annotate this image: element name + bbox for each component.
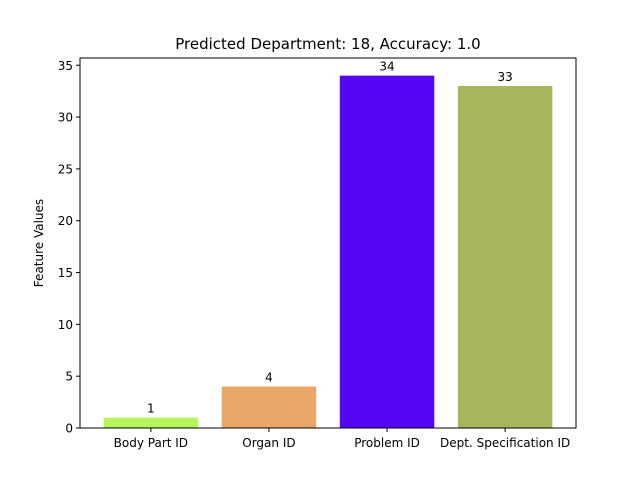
bar-value-label-1: 4	[265, 371, 273, 385]
y-tick-label-6: 30	[58, 111, 73, 125]
y-tick-label-5: 25	[58, 162, 73, 176]
bar-value-label-3: 33	[497, 70, 512, 84]
y-axis-ticks: 0 5 10 15 20 25 30 35	[58, 59, 80, 436]
plot-area-frame	[79, 57, 577, 429]
x-tick-label-1: Organ ID	[242, 436, 295, 450]
bar-value-label-2: 34	[379, 60, 394, 74]
bars-group	[103, 75, 553, 429]
y-tick-label-7: 35	[58, 59, 73, 73]
bar-value-label-0: 1	[147, 402, 155, 416]
y-tick-label-0: 0	[65, 422, 73, 436]
x-tick-label-0: Body Part ID	[114, 436, 188, 450]
x-tick-label-3: Dept. Specification ID	[440, 436, 570, 450]
x-axis-ticks: Body Part ID Organ ID Problem ID Dept. Spec…	[114, 428, 570, 450]
y-tick-label-4: 20	[58, 214, 73, 228]
y-tick-label-1: 5	[65, 370, 73, 384]
y-tick-label-2: 10	[58, 318, 73, 332]
bar-2	[339, 75, 435, 429]
bar-3	[457, 85, 553, 428]
bar-1	[221, 386, 317, 428]
y-axis-label: Feature Values	[32, 199, 46, 287]
bar-labels-group: 1 4 34 33	[147, 60, 513, 416]
bar-0	[103, 417, 199, 428]
x-tick-label-2: Problem ID	[354, 436, 420, 450]
chart-title: Predicted Department: 18, Accuracy: 1.0	[175, 35, 480, 53]
y-tick-label-3: 15	[58, 266, 73, 280]
